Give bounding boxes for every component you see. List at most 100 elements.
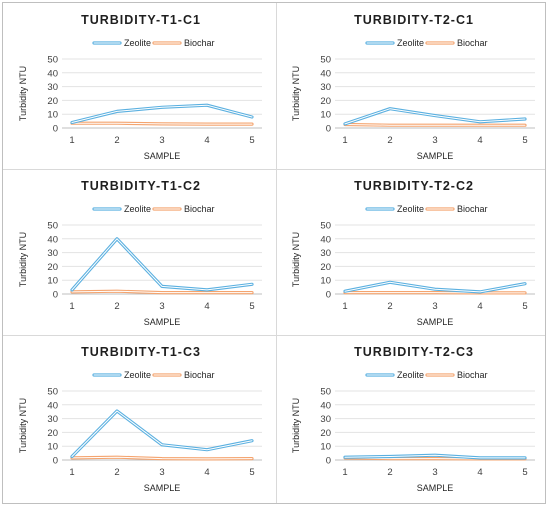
legend-label-biochar: Biochar bbox=[457, 370, 488, 380]
legend: Zeolite Biochar bbox=[365, 370, 488, 380]
x-tick-label: 1 bbox=[342, 301, 347, 312]
series-line-zeolite bbox=[70, 237, 254, 292]
legend-label-zeolite: Zeolite bbox=[124, 38, 151, 48]
y-tick-label: 50 bbox=[320, 55, 331, 66]
y-tick-label: 30 bbox=[320, 82, 331, 93]
x-axis-label: SAMPLE bbox=[417, 483, 454, 493]
x-tick-label: 5 bbox=[522, 301, 527, 312]
y-tick-label: 30 bbox=[47, 248, 58, 259]
series-line-zeolite bbox=[343, 107, 527, 126]
legend-label-zeolite: Zeolite bbox=[397, 204, 424, 214]
row-divider bbox=[3, 335, 545, 336]
chart-panel-t2-c1: TURBIDITY-T2-C1 Zeolite Biochar 0 10 20 30 40 50… bbox=[277, 4, 547, 169]
x-axis-label: SAMPLE bbox=[144, 483, 181, 493]
y-tick-label: 10 bbox=[47, 110, 58, 121]
legend-label-biochar: Biochar bbox=[184, 370, 215, 380]
x-tick-label: 2 bbox=[114, 301, 119, 312]
line-chart: TURBIDITY-T2-C2 Zeolite Biochar 0 10 20 30 40 50… bbox=[291, 179, 535, 327]
y-tick-label: 40 bbox=[320, 68, 331, 79]
x-tick-label: 5 bbox=[249, 467, 254, 478]
chart-title: TURBIDITY-T1-C1 bbox=[81, 13, 201, 27]
x-tick-label: 5 bbox=[522, 467, 527, 478]
x-tick-label: 2 bbox=[387, 301, 392, 312]
x-tick-label: 5 bbox=[522, 135, 527, 146]
chart-panel-t1-c1: TURBIDITY-T1-C1 Zeolite Biochar 0 10 20 30 40 50… bbox=[4, 4, 274, 169]
y-tick-label: 20 bbox=[47, 262, 58, 273]
x-tick-label: 4 bbox=[204, 301, 209, 312]
y-tick-label: 10 bbox=[47, 442, 58, 453]
x-tick-label: 3 bbox=[432, 135, 437, 146]
chart-title: TURBIDITY-T2-C3 bbox=[354, 345, 474, 359]
y-axis-label: Turbidity NTU bbox=[18, 232, 28, 287]
series-line-biochar bbox=[70, 455, 254, 461]
y-tick-label: 20 bbox=[320, 262, 331, 273]
x-tick-label: 1 bbox=[342, 467, 347, 478]
y-tick-label: 10 bbox=[47, 276, 58, 287]
line-chart: TURBIDITY-T1-C3 Zeolite Biochar 0 10 20 30 40 50… bbox=[18, 345, 262, 493]
chart-title: TURBIDITY-T2-C1 bbox=[354, 13, 474, 27]
y-tick-label: 20 bbox=[47, 96, 58, 107]
x-tick-label: 1 bbox=[342, 135, 347, 146]
chart-figure: TURBIDITY-T1-C1 Zeolite Biochar 0 10 20 30 40 50… bbox=[2, 2, 546, 504]
x-tick-label: 2 bbox=[387, 135, 392, 146]
y-tick-label: 40 bbox=[47, 68, 58, 79]
column-divider bbox=[276, 3, 277, 503]
series-line-zeolite bbox=[70, 409, 254, 459]
series-line-zeolite bbox=[343, 453, 527, 460]
x-tick-label: 3 bbox=[159, 467, 164, 478]
y-tick-label: 40 bbox=[47, 400, 58, 411]
legend-label-biochar: Biochar bbox=[184, 38, 215, 48]
y-tick-label: 50 bbox=[320, 221, 331, 232]
x-tick-label: 3 bbox=[159, 301, 164, 312]
x-tick-label: 1 bbox=[69, 301, 74, 312]
x-tick-label: 4 bbox=[477, 301, 482, 312]
x-axis-label: SAMPLE bbox=[417, 151, 454, 161]
x-tick-label: 4 bbox=[477, 135, 482, 146]
x-tick-label: 2 bbox=[387, 467, 392, 478]
series-line-zeolite bbox=[343, 280, 527, 294]
legend-label-zeolite: Zeolite bbox=[124, 370, 151, 380]
y-tick-label: 10 bbox=[320, 276, 331, 287]
y-tick-label: 30 bbox=[47, 414, 58, 425]
y-tick-label: 20 bbox=[320, 428, 331, 439]
legend: Zeolite Biochar bbox=[92, 38, 215, 48]
y-tick-label: 30 bbox=[320, 414, 331, 425]
chart-panel-t2-c3: TURBIDITY-T2-C3 Zeolite Biochar 0 10 20 30 40 50… bbox=[277, 336, 547, 501]
chart-title: TURBIDITY-T1-C2 bbox=[81, 179, 201, 193]
legend-label-zeolite: Zeolite bbox=[124, 204, 151, 214]
legend: Zeolite Biochar bbox=[92, 370, 215, 380]
y-tick-label: 0 bbox=[53, 456, 58, 467]
line-chart: TURBIDITY-T1-C1 Zeolite Biochar 0 10 20 30 40 50… bbox=[18, 13, 262, 161]
x-tick-label: 3 bbox=[159, 135, 164, 146]
chart-title: TURBIDITY-T1-C3 bbox=[81, 345, 201, 359]
legend-label-biochar: Biochar bbox=[457, 204, 488, 214]
row-divider bbox=[3, 169, 545, 170]
y-tick-label: 10 bbox=[320, 110, 331, 121]
x-tick-label: 3 bbox=[432, 467, 437, 478]
x-tick-label: 1 bbox=[69, 467, 74, 478]
y-tick-label: 40 bbox=[320, 234, 331, 245]
y-tick-label: 0 bbox=[326, 124, 331, 135]
y-axis-label: Turbidity NTU bbox=[18, 398, 28, 453]
y-tick-label: 0 bbox=[53, 290, 58, 301]
x-tick-label: 4 bbox=[204, 135, 209, 146]
y-tick-label: 50 bbox=[47, 387, 58, 398]
legend-label-zeolite: Zeolite bbox=[397, 370, 424, 380]
legend: Zeolite Biochar bbox=[365, 38, 488, 48]
chart-title: TURBIDITY-T2-C2 bbox=[354, 179, 474, 193]
x-tick-label: 5 bbox=[249, 301, 254, 312]
legend: Zeolite Biochar bbox=[92, 204, 215, 214]
line-chart: TURBIDITY-T2-C1 Zeolite Biochar 0 10 20 30 40 50… bbox=[291, 13, 535, 161]
series-line-biochar bbox=[343, 122, 527, 127]
y-tick-label: 50 bbox=[47, 55, 58, 66]
x-tick-label: 2 bbox=[114, 135, 119, 146]
y-tick-label: 30 bbox=[47, 82, 58, 93]
line-chart: TURBIDITY-T1-C2 Zeolite Biochar 0 10 20 30 40 50… bbox=[18, 179, 262, 327]
series-line-biochar bbox=[70, 121, 254, 126]
y-axis-label: Turbidity NTU bbox=[291, 66, 301, 121]
x-axis-label: SAMPLE bbox=[144, 151, 181, 161]
x-tick-label: 3 bbox=[432, 301, 437, 312]
chart-panel-t1-c3: TURBIDITY-T1-C3 Zeolite Biochar 0 10 20 30 40 50… bbox=[4, 336, 274, 501]
y-tick-label: 20 bbox=[47, 428, 58, 439]
chart-panel-t1-c2: TURBIDITY-T1-C2 Zeolite Biochar 0 10 20 30 40 50… bbox=[4, 170, 274, 335]
